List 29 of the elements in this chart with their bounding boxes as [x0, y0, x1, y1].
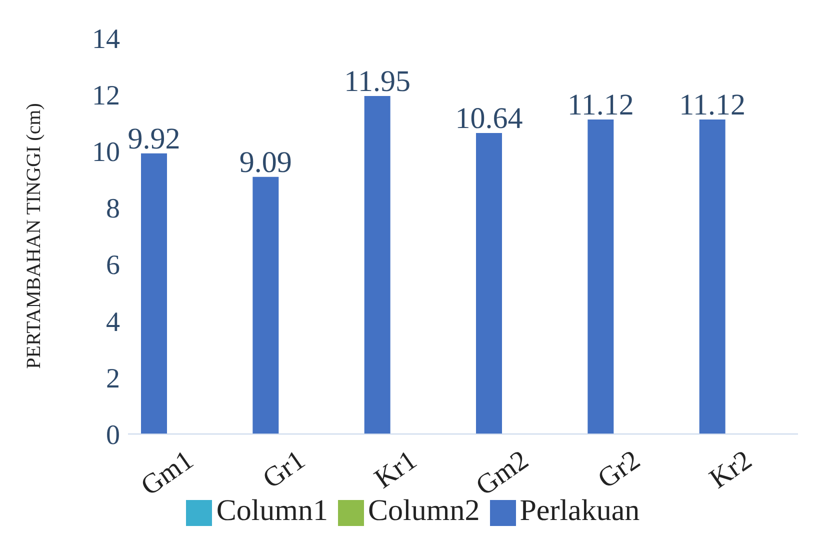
bar [252, 176, 279, 434]
legend-label: Column1 [216, 494, 328, 527]
y-tick-label: 10 [92, 137, 120, 168]
data-label: 11.95 [344, 64, 411, 98]
y-tick-label: 12 [92, 80, 120, 112]
x-tick-label: Gr1 [257, 444, 311, 495]
x-tick-label: Kr1 [369, 444, 423, 495]
bar [588, 119, 614, 434]
y-tick-label: 8 [106, 194, 120, 225]
data-label: 9.09 [239, 146, 292, 179]
y-axis-title: PERTAMBAHAN TINGGI (cm) [23, 103, 46, 369]
bar [141, 153, 167, 434]
data-label: 11.12 [567, 88, 634, 122]
bar [699, 119, 726, 434]
legend-label: Perlakuan [520, 494, 640, 527]
x-tick-label: Kr2 [704, 444, 758, 495]
bar [476, 133, 502, 434]
y-tick-label: 2 [106, 363, 120, 394]
y-tick-label: 4 [106, 306, 120, 338]
data-label: 11.12 [679, 88, 746, 122]
x-tick-label: Gm1 [136, 444, 200, 502]
y-tick-label: 6 [106, 250, 120, 282]
y-tick-label: 0 [106, 420, 120, 451]
data-label: 9.92 [128, 122, 180, 156]
legend-label: Column2 [368, 494, 480, 527]
data-label: 10.64 [455, 102, 523, 136]
x-tick-label: Gr2 [592, 444, 646, 495]
bar [364, 96, 390, 434]
y-tick-label: 14 [92, 24, 120, 55]
